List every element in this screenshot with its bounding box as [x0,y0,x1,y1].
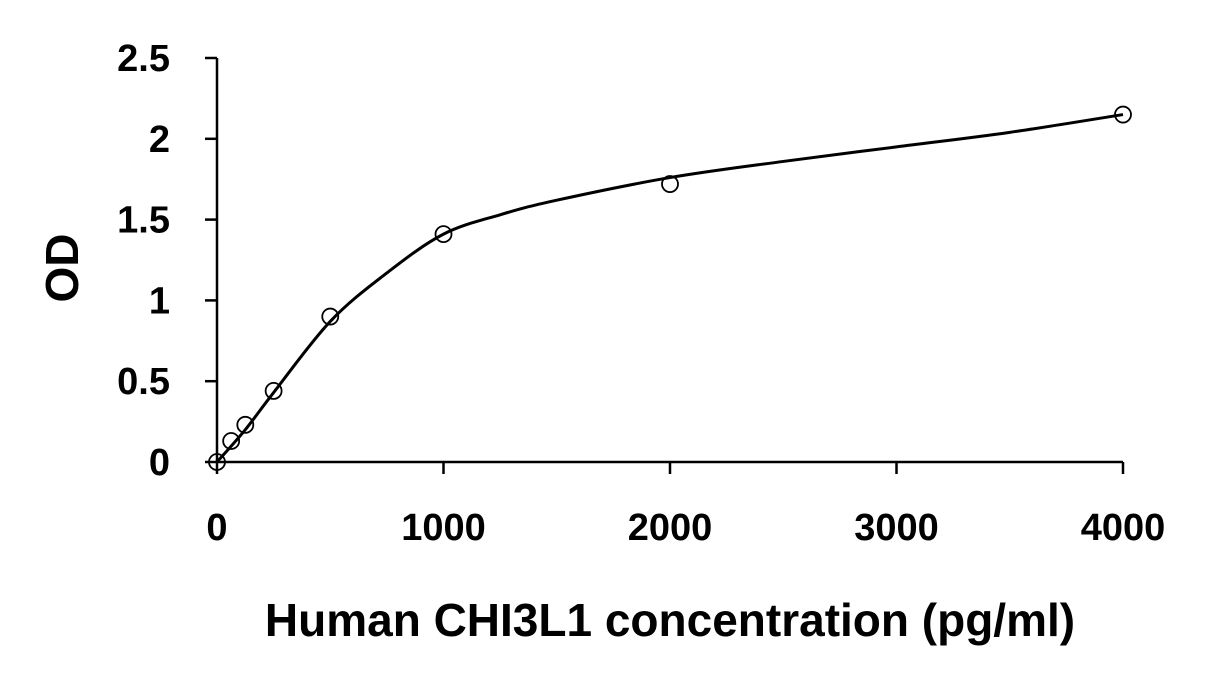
data-point [208,453,226,471]
y-tick-label: 2.5 [117,38,170,80]
data-point [236,415,255,434]
x-axis: 0 1000 2000 3000 4000 [206,460,1166,549]
y-tick-label: 2 [149,119,170,161]
fit-curve-line [215,113,1124,463]
y-tick-label: 1.5 [117,200,170,242]
data-points-layer [208,105,1132,471]
y-tick-label: 1 [149,280,170,322]
y-axis: 0 0.5 1 1.5 2 2.5 [117,38,219,484]
x-tick-label: 0 [206,507,227,549]
data-point [661,175,679,193]
x-tick-label: 2000 [628,507,713,549]
data-point [264,381,283,400]
y-tick-label: 0 [149,442,170,484]
fit-curve-layer [215,113,1124,463]
data-point [222,432,241,450]
data-point [434,225,453,244]
x-tick-label: 4000 [1081,507,1166,549]
x-tick-label: 1000 [401,507,486,549]
y-tick-label: 0.5 [117,361,170,403]
data-point [321,307,340,326]
y-axis-title: OD [36,234,88,303]
data-point [1114,105,1132,124]
x-tick-label: 3000 [854,507,939,549]
x-axis-title: Human CHI3L1 concentration (pg/ml) [265,594,1075,646]
